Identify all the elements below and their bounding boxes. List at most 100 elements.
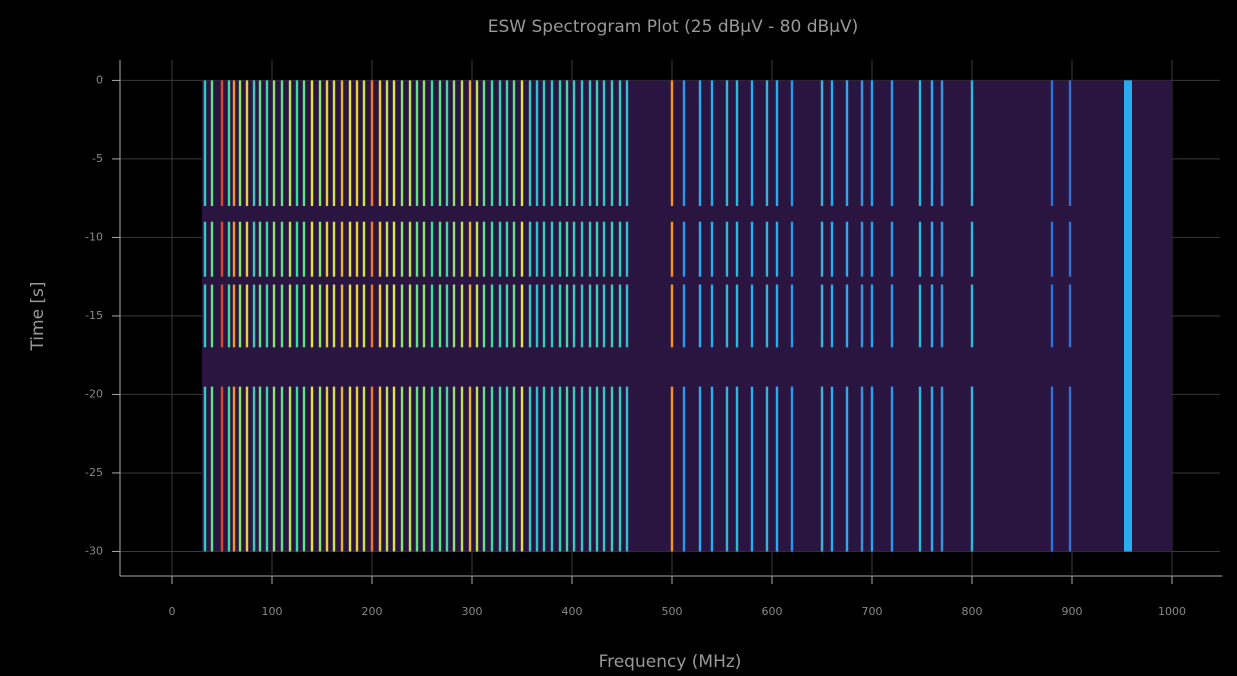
carrier-burst: [452, 386, 456, 552]
carrier-burst: [280, 386, 284, 552]
carrier-burst: [602, 284, 606, 348]
carrier-burst: [355, 284, 359, 348]
carrier-burst: [512, 221, 516, 277]
carrier-burst: [245, 386, 249, 552]
carrier-burst: [860, 386, 864, 552]
carrier-burst: [572, 386, 576, 552]
carrier-burst: [750, 221, 754, 277]
spectrogram-background: [202, 80, 1172, 552]
carrier-burst: [670, 221, 674, 277]
carrier-burst: [325, 221, 329, 277]
carrier-burst: [918, 221, 922, 277]
carrier-burst: [408, 80, 412, 207]
carrier-burst: [210, 284, 214, 348]
carrier-burst: [332, 80, 336, 207]
carrier-burst: [288, 221, 292, 277]
y-tick-label: -10: [85, 230, 103, 243]
carrier-burst: [490, 221, 494, 277]
carrier-burst: [203, 80, 207, 207]
carrier-burst: [310, 80, 314, 207]
carrier-burst: [790, 221, 794, 277]
carrier-burst: [670, 80, 674, 207]
carrier-burst: [415, 80, 419, 207]
carrier-burst: [280, 80, 284, 207]
carrier-burst: [452, 80, 456, 207]
carrier-burst: [468, 386, 472, 552]
carrier-burst: [272, 221, 276, 277]
carrier-burst: [378, 386, 382, 552]
carrier-burst: [588, 386, 592, 552]
carrier-burst: [970, 386, 974, 552]
carrier-burst: [378, 80, 382, 207]
carrier-burst: [845, 80, 849, 207]
carrier-burst: [258, 386, 262, 552]
carrier-burst: [392, 221, 396, 277]
carrier-burst: [820, 80, 824, 207]
carrier-burst: [595, 386, 599, 552]
carrier-burst: [790, 80, 794, 207]
carrier-burst: [790, 386, 794, 552]
carrier-burst: [392, 386, 396, 552]
carrier-burst: [625, 80, 629, 207]
carrier-burst: [1068, 386, 1072, 552]
carrier-burst: [498, 386, 502, 552]
carrier-burst: [332, 284, 336, 348]
carrier-burst: [930, 221, 934, 277]
carrier-burst: [870, 386, 874, 552]
carrier-burst: [930, 386, 934, 552]
carrier-burst: [1068, 284, 1072, 348]
carrier-burst: [310, 284, 314, 348]
x-tick-label: 300: [462, 605, 483, 618]
carrier-burst: [775, 284, 779, 348]
carrier-burst: [408, 284, 412, 348]
carrier-burst: [445, 386, 449, 552]
carrier-burst: [220, 221, 224, 277]
carrier-burst: [710, 80, 714, 207]
carrier-burst: [325, 386, 329, 552]
carrier-burst: [422, 80, 426, 207]
carrier-burst: [302, 221, 306, 277]
carrier-burst: [415, 284, 419, 348]
carrier-burst: [618, 386, 622, 552]
carrier-burst: [258, 284, 262, 348]
carrier-burst: [238, 221, 242, 277]
carrier-burst: [370, 80, 374, 207]
carrier-burst: [318, 80, 322, 207]
carrier-burst: [332, 386, 336, 552]
carrier-burst: [505, 284, 509, 348]
carrier-burst: [438, 221, 442, 277]
carrier-burst: [445, 80, 449, 207]
x-axis-label: Frequency (MHz): [599, 652, 742, 672]
carrier-burst: [820, 284, 824, 348]
carrier-burst: [512, 80, 516, 207]
carrier-burst: [830, 221, 834, 277]
carrier-burst: [558, 284, 562, 348]
carrier-burst: [385, 386, 389, 552]
x-tick-label: 600: [762, 605, 783, 618]
carrier-burst: [830, 386, 834, 552]
carrier-burst: [203, 284, 207, 348]
carrier-burst: [750, 386, 754, 552]
carrier-burst: [288, 284, 292, 348]
carrier-burst: [505, 386, 509, 552]
carrier-burst: [775, 386, 779, 552]
carrier-burst: [618, 80, 622, 207]
carrier-burst: [280, 221, 284, 277]
carrier-burst: [550, 284, 554, 348]
carrier-burst: [1050, 80, 1054, 207]
carrier-burst: [845, 221, 849, 277]
carrier-burst: [265, 284, 269, 348]
carrier-burst: [245, 80, 249, 207]
carrier-burst: [565, 80, 569, 207]
carrier-burst: [528, 284, 532, 348]
carrier-burst: [542, 284, 546, 348]
chart-title: ESW Spectrogram Plot (25 dBµV - 80 dBµV): [488, 17, 859, 37]
carrier-burst: [970, 284, 974, 348]
carrier-burst: [940, 221, 944, 277]
carrier-burst: [325, 80, 329, 207]
carrier-burst: [890, 80, 894, 207]
x-tick-label: 800: [962, 605, 983, 618]
carrier-burst: [710, 284, 714, 348]
carrier-burst: [355, 80, 359, 207]
x-tick-label: 100: [262, 605, 283, 618]
